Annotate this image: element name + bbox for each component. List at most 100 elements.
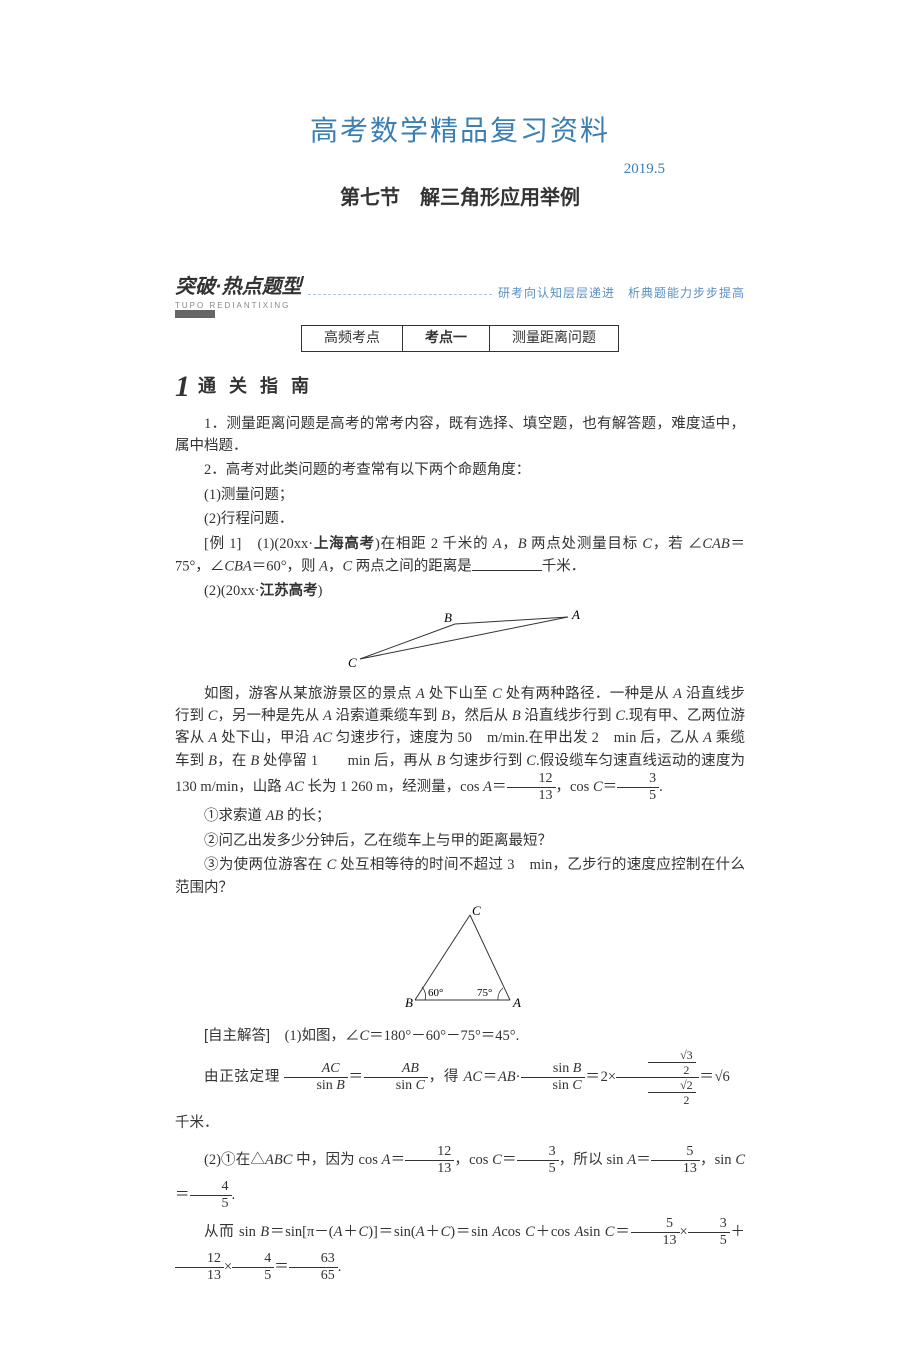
- d: 5: [190, 1196, 232, 1211]
- n: 12: [507, 772, 556, 788]
- main-title: 高考数学精品复习资料: [175, 110, 745, 152]
- d: 5: [517, 1161, 559, 1176]
- t: ×: [680, 1224, 688, 1240]
- l: C: [327, 857, 337, 873]
- frac-12-13: 1213: [507, 772, 556, 803]
- guide-label: 通 关 指 南: [198, 373, 313, 400]
- t: ＝60°，则: [252, 559, 319, 575]
- d: sin C: [364, 1078, 428, 1093]
- t: 沿直线步行到: [521, 708, 616, 724]
- t: 长为 1 260 m，经测量，cos: [304, 779, 483, 795]
- frac-5-13: 513: [651, 1145, 700, 1176]
- frac-12-13b: 1213: [405, 1145, 454, 1176]
- l: B: [436, 753, 445, 769]
- blank-fill: [472, 555, 542, 571]
- t: ×: [224, 1259, 232, 1275]
- guide-num: 1: [175, 364, 190, 409]
- t: 千米．: [542, 559, 586, 575]
- fig2-C: C: [472, 905, 481, 918]
- frac-5-13b: 513: [631, 1217, 680, 1248]
- t: 匀速步行到: [445, 753, 526, 769]
- n: 5: [631, 1217, 680, 1233]
- n: 63: [289, 1252, 338, 1268]
- t: ，然后从: [450, 708, 512, 724]
- t: ＋: [730, 1224, 745, 1240]
- topic-table: 高频考点 考点一 测量距离问题: [301, 325, 619, 352]
- t: 的长；: [283, 808, 330, 824]
- l: C: [492, 686, 502, 702]
- n: 12: [175, 1252, 224, 1268]
- answer-3: (2)①在△ABC 中，因为 cos A＝1213，cos C＝35，所以 si…: [175, 1143, 745, 1213]
- t: ，另一种是先从: [217, 708, 323, 724]
- d: 13: [631, 1233, 680, 1248]
- l: B: [512, 708, 521, 724]
- lC: C: [343, 559, 353, 575]
- n: 3: [617, 772, 659, 788]
- t: ，若: [652, 536, 688, 552]
- t: ＝: [492, 779, 507, 795]
- l: A: [483, 779, 492, 795]
- para-2: 2．高考对此类问题的考查常有以下两个命题角度：: [175, 459, 745, 481]
- t: )在相距 2 千米的: [375, 536, 493, 552]
- example-1-1: [例 1] (1)(20xx·上海高考)在相距 2 千米的 A，B 两点处测量目…: [175, 533, 745, 578]
- n: AC: [284, 1062, 347, 1078]
- n: 3: [688, 1217, 730, 1233]
- frac-AC-sinB: ACsin B: [284, 1062, 347, 1093]
- l: C: [526, 753, 536, 769]
- ex1-bold: 上海高考: [313, 536, 375, 552]
- t: ＝: [502, 1152, 517, 1168]
- n: 4: [190, 1180, 232, 1196]
- l: C: [416, 1078, 425, 1093]
- t: ，在: [217, 753, 250, 769]
- l: C: [441, 1224, 451, 1240]
- l: C: [525, 1224, 535, 1240]
- answer-1: [自主解答] (1)如图，∠C＝180°－60°－75°＝45°.: [175, 1025, 745, 1047]
- t: 两点处测量目标: [527, 536, 643, 552]
- frac-r3-2-over-r2-2: √32√22: [616, 1049, 699, 1106]
- t: (2)①在△: [204, 1152, 265, 1168]
- d: 5: [688, 1233, 730, 1248]
- topic-c1: 高频考点: [302, 325, 403, 351]
- t: ，cos: [556, 779, 593, 795]
- t: 如图，游客从某旅游景区的景点: [204, 686, 416, 702]
- sqrt6: √6: [715, 1069, 730, 1085]
- fig2-A: A: [512, 995, 521, 1010]
- para-2a: (1)测量问题；: [175, 484, 745, 506]
- fig1-C: C: [348, 655, 357, 669]
- topic-c3: 测量距离问题: [490, 325, 619, 351]
- t: 沿索道乘缆车到: [332, 708, 441, 724]
- t: .: [232, 1187, 236, 1203]
- figure-2: 60° 75° B A C: [175, 905, 745, 1023]
- banner-right: 研考向认知层层递进 析典题能力步步提高: [498, 284, 745, 302]
- example-1-2: (2)(20xx·江苏高考): [175, 580, 745, 602]
- l: C: [359, 1028, 369, 1044]
- frac-4-5: 45: [190, 1180, 232, 1211]
- banner-left: 突破·热点题型 TUPO REDIANTIXING: [175, 272, 302, 314]
- t: 处停留 1 min 后，再从: [259, 753, 436, 769]
- n: AB: [364, 1062, 428, 1078]
- l: C: [208, 708, 218, 724]
- l: B: [260, 1224, 269, 1240]
- fig2-75: 75°: [477, 987, 492, 999]
- frac-3-5: 35: [617, 772, 659, 803]
- d: 5: [232, 1268, 274, 1283]
- l: C: [572, 1078, 581, 1093]
- question-3: ③为使两位游客在 C 处互相等待的时间不超过 3 min，乙步行的速度应控制在什…: [175, 854, 745, 899]
- t: ＝: [614, 1224, 630, 1240]
- lB: B: [518, 536, 527, 552]
- answer-4: 从而 sin B＝sin[π－(A＋C)]＝sin(A＋C)＝sin Acos …: [175, 1215, 745, 1285]
- t: 处下山至: [425, 686, 492, 702]
- lA: A: [493, 536, 502, 552]
- t: cos: [501, 1224, 525, 1240]
- t: ，sin: [700, 1152, 735, 1168]
- header-date: 2019.5: [175, 158, 745, 181]
- t: ＝: [636, 1152, 651, 1168]
- t: ，cos: [454, 1152, 492, 1168]
- t: 匀速步行，速度为 50 m/min.在甲出发 2 min 后，乙从: [332, 730, 703, 746]
- t: ＝: [482, 1069, 498, 1085]
- guide-header: 1 通 关 指 南: [175, 364, 745, 409]
- l: B: [208, 753, 217, 769]
- d: 13: [507, 788, 556, 803]
- frac-sinB-sinC: sin Bsin C: [521, 1062, 585, 1093]
- t: ＝: [699, 1069, 715, 1085]
